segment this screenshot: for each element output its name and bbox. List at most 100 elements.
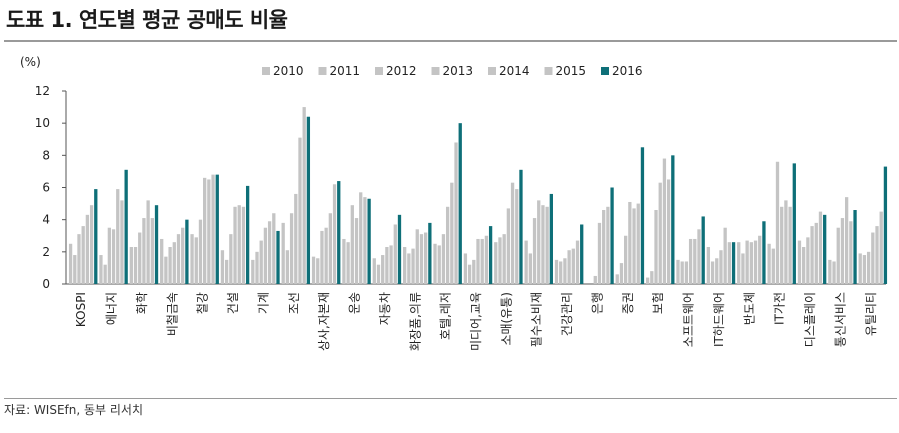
bar-2013 [233, 206, 237, 284]
bar-2016 [94, 189, 98, 284]
bar-2016 [823, 214, 827, 284]
y-tick-label: 4 [42, 213, 50, 227]
bar-2016 [185, 219, 189, 284]
bar-2016 [367, 198, 371, 284]
bar-2010 [858, 253, 862, 284]
bar-2010 [372, 258, 376, 284]
bar-2012 [229, 234, 233, 284]
bar-2015 [636, 203, 640, 284]
bar-2013 [658, 182, 662, 284]
bar-2014 [541, 205, 545, 284]
bar-2011 [133, 247, 138, 284]
bar-2012 [289, 213, 294, 284]
bar-2013 [628, 201, 632, 284]
bar-2011 [710, 261, 715, 284]
bar-2013 [597, 222, 602, 284]
bar-2014 [359, 192, 363, 284]
y-tick-label: 8 [42, 148, 50, 162]
bar-2015 [849, 221, 853, 284]
bar-2015 [302, 107, 306, 284]
y-axis: 0 2 4 6 8 10 12 [35, 84, 886, 291]
bar-2015 [515, 189, 519, 284]
x-tick-label: 보험 [651, 292, 665, 314]
bar-2011 [376, 264, 381, 284]
legend-swatch [431, 67, 440, 75]
bar-2015 [727, 242, 732, 284]
bar-2010 [129, 247, 133, 284]
bar-2012 [593, 275, 597, 284]
bar-2010 [342, 238, 346, 284]
bar-2010 [645, 277, 650, 284]
bar-2012 [563, 258, 567, 284]
x-tick-label: 미디어,교육 [469, 292, 483, 351]
bar-2014 [480, 238, 484, 284]
legend-swatch [318, 67, 327, 75]
bar-2011 [164, 256, 168, 284]
legend-label: 2012 [386, 64, 417, 78]
bar-2013 [719, 250, 723, 284]
bar-2012 [320, 230, 324, 284]
bars [68, 107, 888, 285]
bar-2016 [853, 210, 857, 284]
bar-2013 [567, 250, 571, 284]
bar-2014 [116, 189, 120, 284]
bar-2016 [397, 214, 402, 284]
bar-2010 [828, 259, 832, 284]
bar-2013 [476, 238, 480, 284]
bar-2015 [788, 206, 792, 284]
bar-2014 [844, 197, 849, 284]
bar-2013 [142, 218, 146, 284]
bar-2015 [211, 174, 215, 284]
bar-2013 [415, 229, 419, 284]
x-tick-label: 반도체 [742, 292, 756, 325]
bar-2011 [437, 245, 441, 284]
bar-2016 [731, 242, 736, 284]
y-tick-label: 0 [42, 277, 50, 291]
bar-2015 [393, 224, 397, 284]
bar-2013 [172, 242, 176, 284]
bar-2016 [154, 205, 159, 284]
bar-2010 [706, 247, 711, 284]
bar-2013 [445, 206, 450, 284]
bar-2016 [458, 123, 462, 285]
bar-2015 [545, 206, 549, 284]
bar-2012 [836, 227, 840, 284]
bar-2013 [385, 247, 389, 284]
bar-2015 [150, 218, 154, 284]
bar-2012 [138, 232, 142, 284]
bar-2012 [654, 210, 658, 284]
bar-2010 [463, 253, 468, 284]
bar-2011 [680, 261, 684, 284]
bar-2012 [472, 259, 476, 284]
x-tick-label: IT하드웨어 [712, 292, 726, 347]
legend-label: 2015 [556, 64, 587, 78]
bar-2012 [77, 234, 81, 284]
x-tick-label: 디스플레이 [803, 292, 817, 347]
bar-2014 [693, 238, 697, 284]
x-tick-label: 건설 [226, 292, 240, 314]
bar-2011 [498, 237, 502, 284]
bar-2016 [519, 169, 523, 284]
bar-2010 [554, 259, 559, 284]
bar-2015 [272, 213, 276, 284]
bar-2016 [124, 169, 128, 284]
title-divider [4, 40, 897, 42]
legend-label: 2010 [273, 64, 304, 78]
bar-2012 [259, 240, 263, 284]
bar-2011 [559, 261, 563, 284]
bar-2015 [484, 235, 489, 284]
bar-2016 [792, 163, 796, 284]
x-tick-label: IT가전 [773, 292, 787, 325]
legend-swatch [601, 67, 609, 75]
bar-2011 [407, 253, 411, 284]
bar-2011 [771, 248, 775, 284]
bar-2011 [316, 258, 320, 284]
bar-2014 [85, 214, 90, 284]
bar-2013 [263, 227, 268, 284]
x-tick-label: 기계 [256, 292, 270, 314]
bar-2016 [580, 224, 584, 284]
x-tick-label: 통신서비스 [833, 292, 847, 347]
bar-2011 [346, 242, 350, 284]
bar-2014 [146, 200, 150, 284]
bar-2015 [424, 232, 428, 284]
